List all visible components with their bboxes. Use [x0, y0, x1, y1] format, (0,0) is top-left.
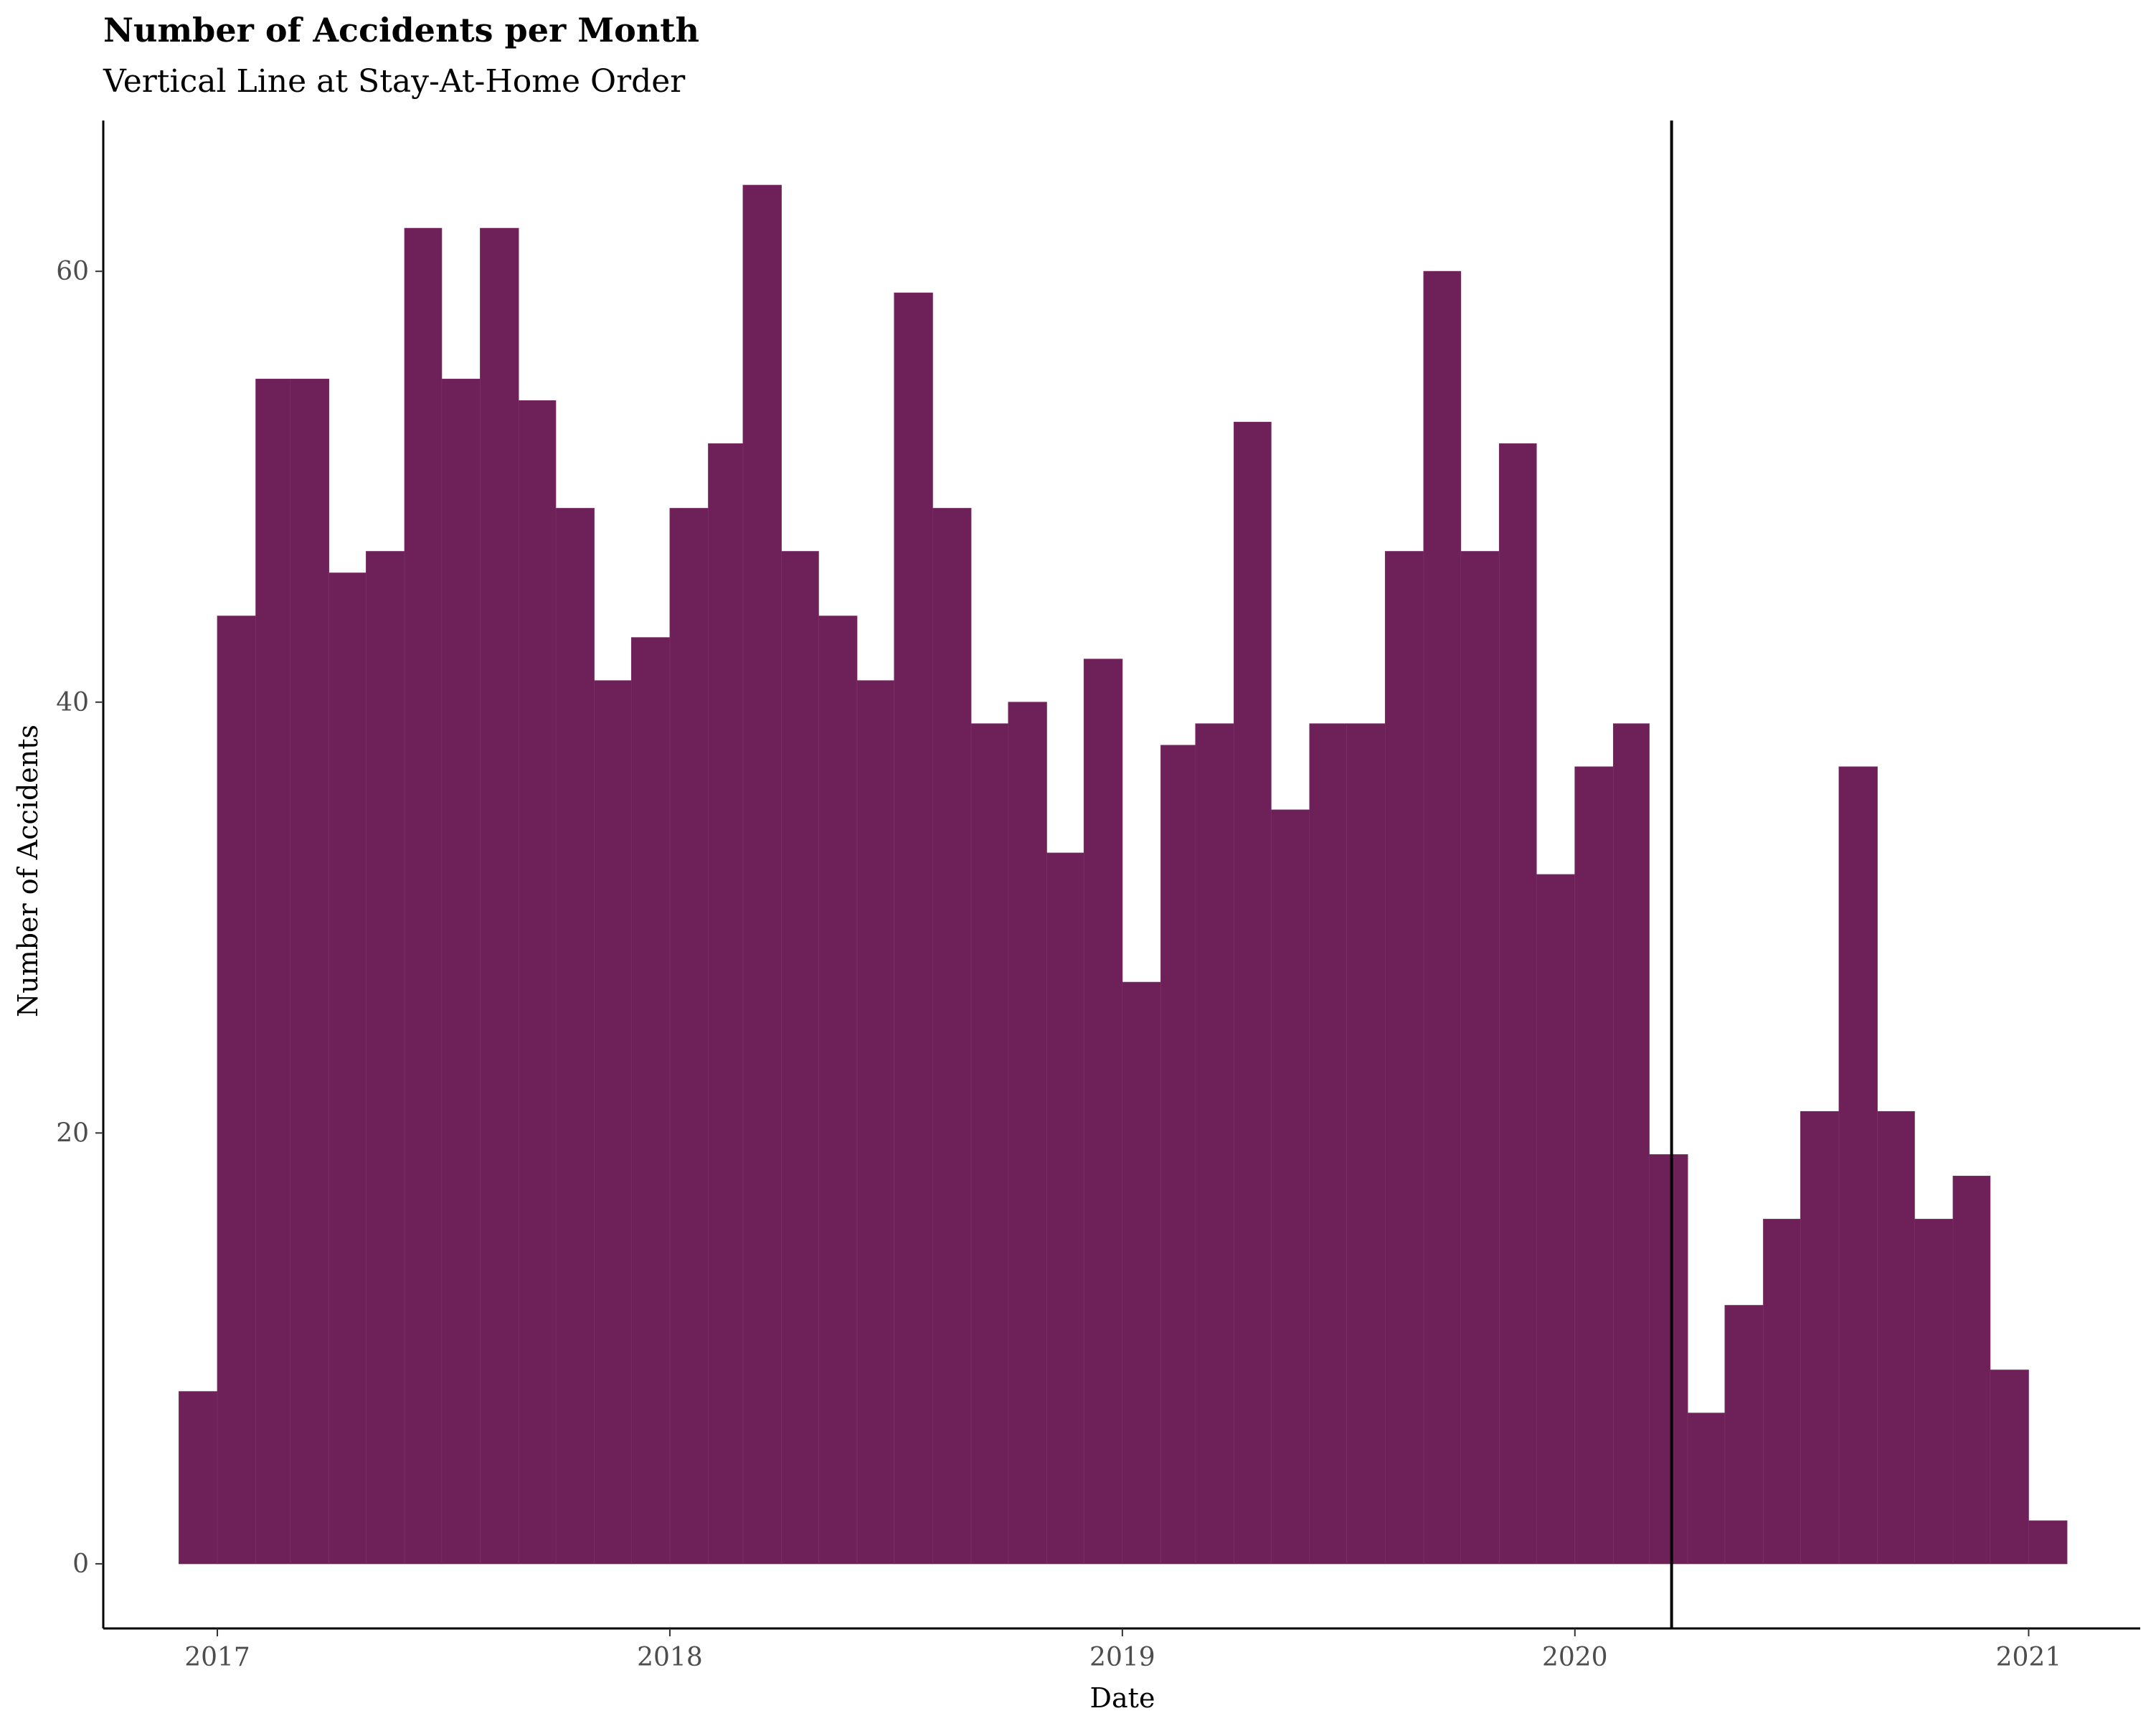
bar [970, 723, 1009, 1565]
bar [669, 508, 709, 1565]
bar [856, 680, 895, 1565]
bar [1083, 659, 1123, 1565]
bar [1612, 723, 1650, 1565]
bar [1838, 766, 1878, 1565]
bar [630, 637, 671, 1565]
bar [742, 184, 782, 1565]
bar [518, 400, 557, 1565]
chart-title: Number of Accidents per Month [103, 11, 699, 49]
y-tick-label: 60 [56, 257, 89, 286]
x-tick-label: 2020 [1542, 1643, 1608, 1672]
bar [2028, 1520, 2068, 1565]
bar [179, 1391, 218, 1565]
bar [1270, 809, 1310, 1565]
bar [894, 292, 933, 1565]
bar [1309, 723, 1348, 1565]
bar [818, 616, 858, 1565]
bar [1234, 422, 1272, 1565]
bar [555, 508, 595, 1565]
x-tick-label: 2018 [637, 1643, 703, 1672]
bar [1877, 1110, 1915, 1565]
bar [1763, 1219, 1801, 1565]
bar [932, 508, 972, 1565]
bar [1046, 852, 1084, 1565]
y-tick-label: 20 [56, 1118, 89, 1148]
bar [404, 227, 443, 1565]
bar [255, 378, 291, 1565]
bar [1195, 723, 1234, 1565]
bar [1952, 1176, 1991, 1565]
bar [1800, 1110, 1840, 1565]
bar [1536, 874, 1576, 1565]
bar [1574, 766, 1614, 1565]
bar [328, 572, 367, 1565]
bar [217, 616, 257, 1565]
y-axis-title: Number of Accidents [12, 725, 44, 1017]
bar [1687, 1413, 1726, 1565]
bar [1122, 981, 1161, 1565]
chart-subtitle: Vertical Line at Stay-At-Home Order [103, 63, 686, 100]
x-axis-title: Date [1090, 1682, 1155, 1714]
y-tick-label: 0 [72, 1550, 89, 1579]
bar [290, 378, 329, 1565]
bar [781, 551, 819, 1565]
bar [366, 551, 405, 1565]
x-tick-label: 2021 [1996, 1643, 2062, 1672]
bar [1384, 551, 1424, 1565]
bar [1649, 1154, 1688, 1565]
x-ticks: 2017 2018 2019 2020 2021 [184, 1628, 2061, 1672]
bar [1008, 702, 1047, 1565]
bar [1498, 443, 1537, 1565]
bar [708, 443, 744, 1565]
bar [1914, 1219, 1954, 1565]
bar [594, 680, 632, 1565]
bar [1724, 1305, 1764, 1565]
y-tick-label: 40 [56, 688, 89, 717]
bar [441, 378, 481, 1565]
bar [1346, 723, 1386, 1565]
bar [1423, 270, 1462, 1565]
x-tick-label: 2019 [1089, 1643, 1155, 1672]
bar [1990, 1369, 2029, 1565]
bar [480, 227, 519, 1565]
bar [1460, 551, 1500, 1565]
y-ticks: 0 20 40 60 [56, 257, 103, 1579]
x-tick-label: 2017 [184, 1643, 250, 1672]
bar [1160, 745, 1196, 1565]
bars [179, 184, 2068, 1565]
